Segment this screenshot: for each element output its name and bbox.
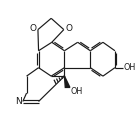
Polygon shape [64,76,70,87]
Text: OH: OH [71,87,83,96]
Text: OH: OH [124,63,136,72]
Text: O: O [30,24,37,33]
Text: N: N [15,97,22,106]
Text: O: O [65,24,72,33]
